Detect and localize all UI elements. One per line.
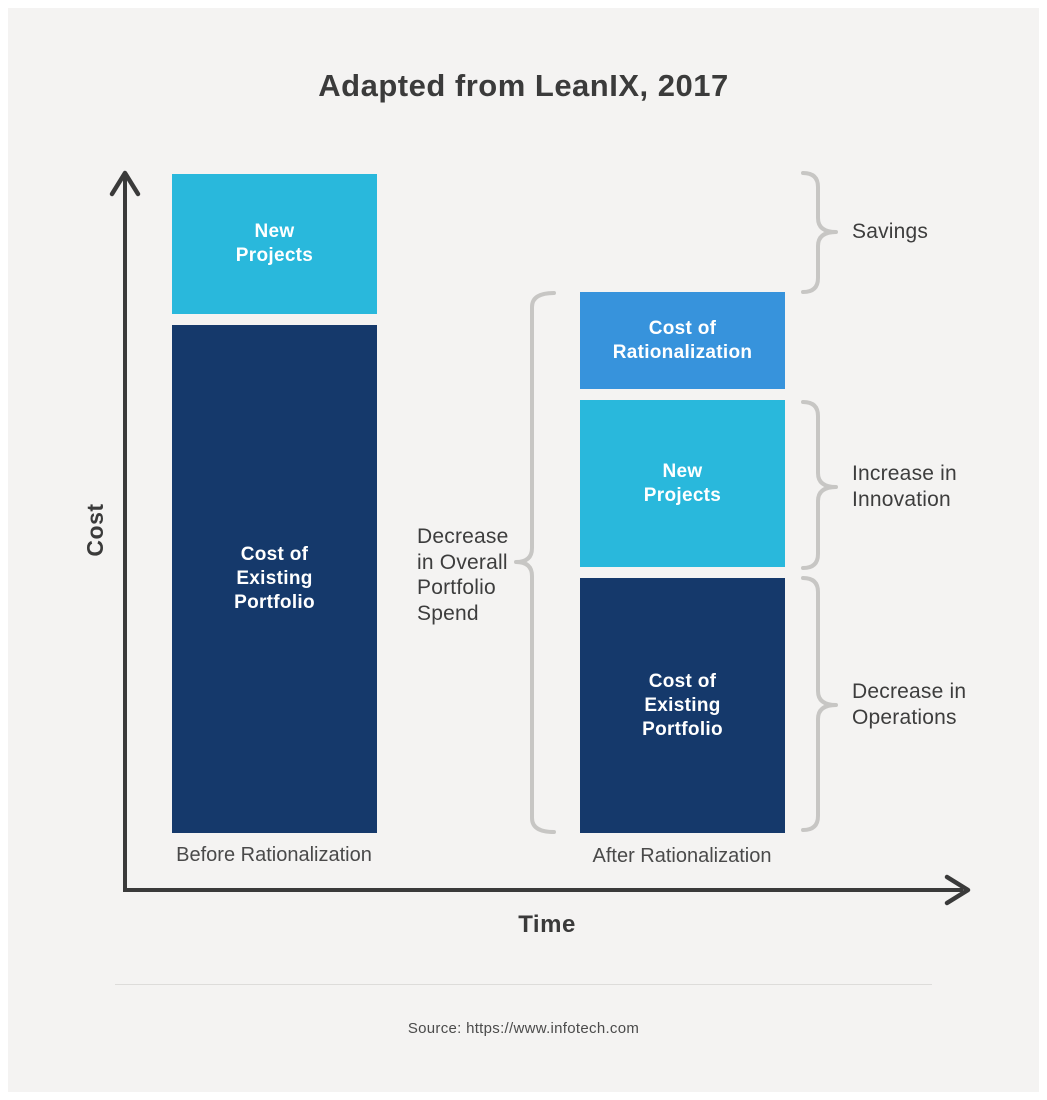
bar-segment-cost-of-rationalization-after: Cost of Rationalization (580, 292, 785, 389)
annotation-decrease-in-operations: Decrease in Operations (852, 680, 967, 729)
annotation-decrease-overall-portfolio-spend: Decrease in Overall Portfolio Spend (417, 525, 509, 625)
bar-segment-cost-of-existing-portfolio-before: Cost of Existing Portfolio (172, 325, 377, 833)
annotation-increase-in-innovation: Increase in Innovation (852, 462, 957, 511)
bar-segment-label: New Projects (235, 221, 314, 266)
savings-brace (801, 171, 838, 294)
bar-segment-label: Cost of Rationalization (612, 317, 753, 363)
bar-segment-label: Cost of Existing Portfolio (234, 544, 315, 613)
category-label-before: Before Rationalization (176, 844, 372, 866)
category-label-after: After Rationalization (592, 845, 772, 867)
x-axis-arrow-icon (944, 874, 971, 906)
y-axis-arrow-icon (109, 170, 141, 197)
x-axis-label: Time (518, 911, 576, 938)
annotation-savings: Savings (852, 220, 929, 243)
footer-divider (115, 984, 932, 985)
bar-segment-new-projects-after: New Projects (580, 400, 785, 567)
operations-brace (801, 576, 838, 832)
bar-segment-new-projects-before: New Projects (172, 174, 377, 314)
bar-segment-label: Cost of Existing Portfolio (642, 670, 723, 740)
page-title: Adapted from LeanIX, 2017 (318, 68, 729, 103)
innovation-brace (801, 400, 838, 570)
portfolio-spend-brace (514, 291, 556, 834)
bar-segment-label: New Projects (643, 460, 722, 506)
y-axis-label: Cost (82, 503, 108, 557)
source-text: Source: https://www.infotech.com (407, 1020, 640, 1037)
bar-segment-cost-of-existing-portfolio-after: Cost of Existing Portfolio (580, 578, 785, 833)
